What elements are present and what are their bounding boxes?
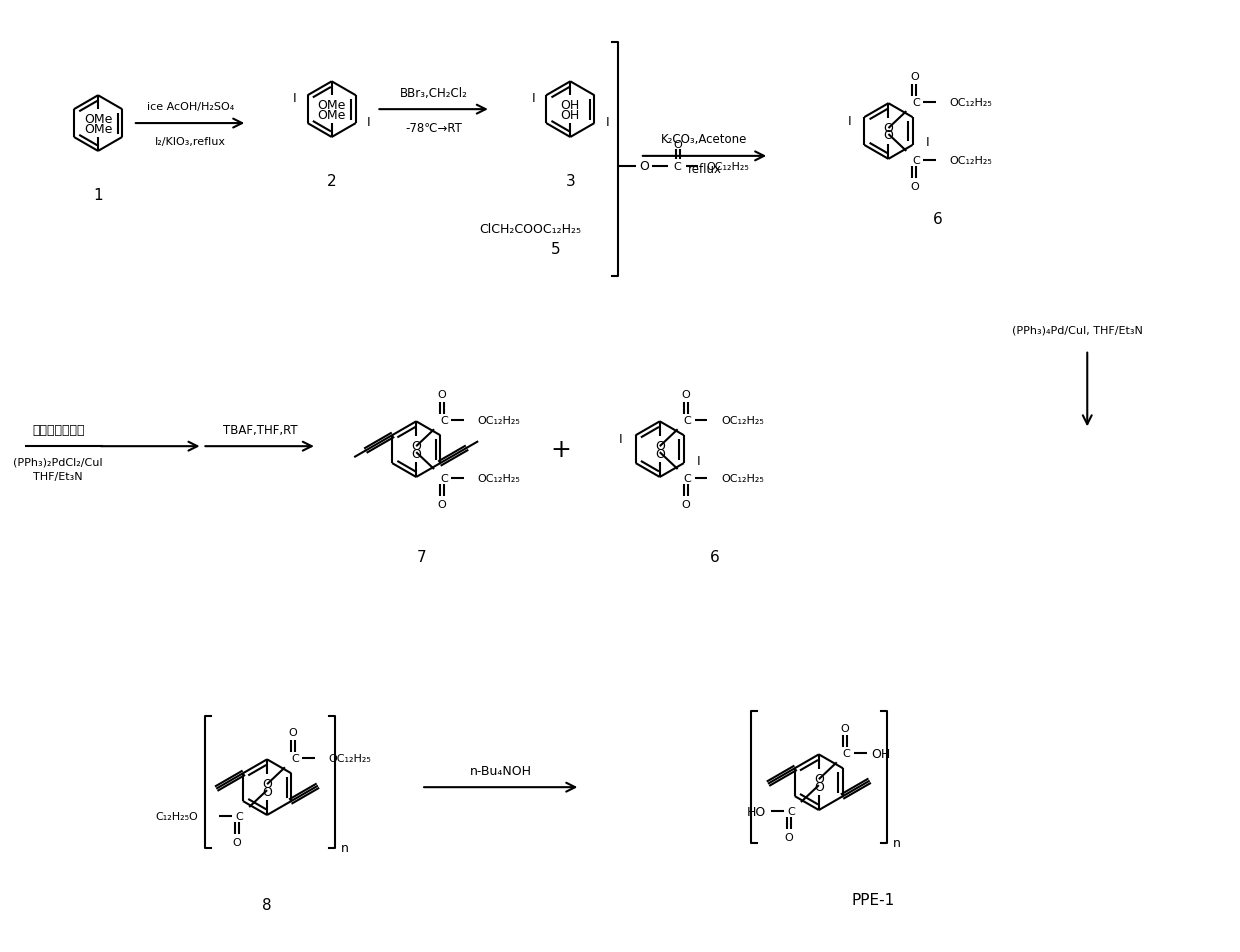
Text: 7: 7	[417, 549, 427, 565]
Text: OC₁₂H₂₅: OC₁₂H₂₅	[950, 98, 992, 109]
Text: O: O	[910, 72, 919, 82]
Text: OMe: OMe	[84, 112, 113, 126]
Text: 5: 5	[551, 242, 560, 256]
Text: C: C	[440, 473, 448, 484]
Text: O: O	[785, 832, 794, 842]
Text: reflux: reflux	[687, 163, 722, 176]
Text: O: O	[813, 780, 823, 793]
Text: OC₁₂H₂₅: OC₁₂H₂₅	[706, 162, 749, 171]
Text: C: C	[683, 473, 692, 484]
Text: OC₁₂H₂₅: OC₁₂H₂₅	[720, 416, 764, 426]
Text: TBAF,THF,RT: TBAF,THF,RT	[223, 424, 298, 436]
Text: ClCH₂COOC₁₂H₂₅: ClCH₂COOC₁₂H₂₅	[480, 223, 582, 236]
Text: O: O	[412, 439, 422, 452]
Text: O: O	[655, 439, 665, 452]
Text: n-Bu₄NOH: n-Bu₄NOH	[470, 764, 532, 777]
Text: OC₁₂H₂₅: OC₁₂H₂₅	[720, 473, 764, 484]
Text: OC₁₂H₂₅: OC₁₂H₂₅	[950, 156, 992, 166]
Text: C: C	[673, 162, 682, 171]
Text: OH: OH	[870, 747, 890, 760]
Text: BBr₃,CH₂Cl₂: BBr₃,CH₂Cl₂	[401, 87, 467, 100]
Text: O: O	[883, 122, 893, 134]
Text: 3: 3	[565, 174, 575, 189]
Text: O: O	[412, 447, 422, 460]
Text: O: O	[262, 784, 272, 798]
Text: O: O	[841, 723, 849, 733]
Text: I: I	[532, 91, 536, 105]
Text: (PPh₃)₄Pd/CuI, THF/Et₃N: (PPh₃)₄Pd/CuI, THF/Et₃N	[1012, 326, 1143, 335]
Text: 1: 1	[93, 188, 103, 203]
Text: 8: 8	[262, 897, 272, 912]
Text: I: I	[293, 91, 296, 105]
Text: O: O	[813, 772, 823, 784]
Text: OMe: OMe	[84, 123, 113, 135]
Text: O: O	[438, 499, 446, 509]
Text: OC₁₂H₂₅: OC₁₂H₂₅	[329, 754, 371, 764]
Text: OH: OH	[560, 99, 580, 111]
Text: C: C	[683, 416, 692, 426]
Text: O: O	[681, 390, 689, 400]
Text: C₁₂H₂₅O: C₁₂H₂₅O	[155, 811, 198, 822]
Text: I: I	[848, 114, 851, 128]
Text: C: C	[787, 806, 795, 816]
Text: OMe: OMe	[317, 99, 346, 111]
Text: 6: 6	[934, 211, 942, 227]
Text: OH: OH	[560, 109, 580, 122]
Text: n: n	[341, 842, 348, 854]
Text: I: I	[619, 432, 622, 446]
Text: O: O	[639, 160, 649, 173]
Text: 2: 2	[327, 174, 336, 189]
Text: OMe: OMe	[317, 109, 346, 122]
Text: HO: HO	[746, 804, 766, 818]
Text: +: +	[549, 438, 570, 462]
Text: C: C	[440, 416, 448, 426]
Text: OC₁₂H₂₅: OC₁₂H₂₅	[477, 473, 520, 484]
Text: O: O	[673, 140, 682, 149]
Text: I: I	[697, 454, 701, 467]
Text: n: n	[893, 837, 900, 849]
Text: O: O	[883, 129, 893, 143]
Text: OC₁₂H₂₅: OC₁₂H₂₅	[477, 416, 520, 426]
Text: O: O	[262, 777, 272, 790]
Text: C: C	[291, 754, 299, 764]
Text: 6: 6	[709, 549, 719, 565]
Text: -78℃→RT: -78℃→RT	[405, 122, 463, 134]
Text: O: O	[233, 837, 242, 847]
Text: (PPh₃)₂PdCl₂/CuI: (PPh₃)₂PdCl₂/CuI	[14, 457, 103, 466]
Text: O: O	[289, 727, 298, 738]
Text: C: C	[843, 748, 851, 759]
Text: O: O	[910, 182, 919, 191]
Text: C: C	[913, 156, 920, 166]
Text: C: C	[913, 98, 920, 109]
Text: O: O	[655, 447, 665, 460]
Text: K₂CO₃,Acetone: K₂CO₃,Acetone	[661, 133, 748, 147]
Text: O: O	[438, 390, 446, 400]
Text: I: I	[605, 115, 609, 129]
Text: ice AcOH/H₂SO₄: ice AcOH/H₂SO₄	[146, 102, 234, 112]
Text: 三甲基乙炔基硅: 三甲基乙炔基硅	[32, 424, 84, 436]
Text: I₂/KIO₃,reflux: I₂/KIO₃,reflux	[155, 137, 226, 147]
Text: THF/Et₃N: THF/Et₃N	[33, 471, 83, 482]
Text: PPE-1: PPE-1	[852, 892, 895, 907]
Text: I: I	[367, 115, 371, 129]
Text: I: I	[925, 136, 929, 149]
Text: O: O	[681, 499, 689, 509]
Text: C: C	[236, 811, 243, 822]
